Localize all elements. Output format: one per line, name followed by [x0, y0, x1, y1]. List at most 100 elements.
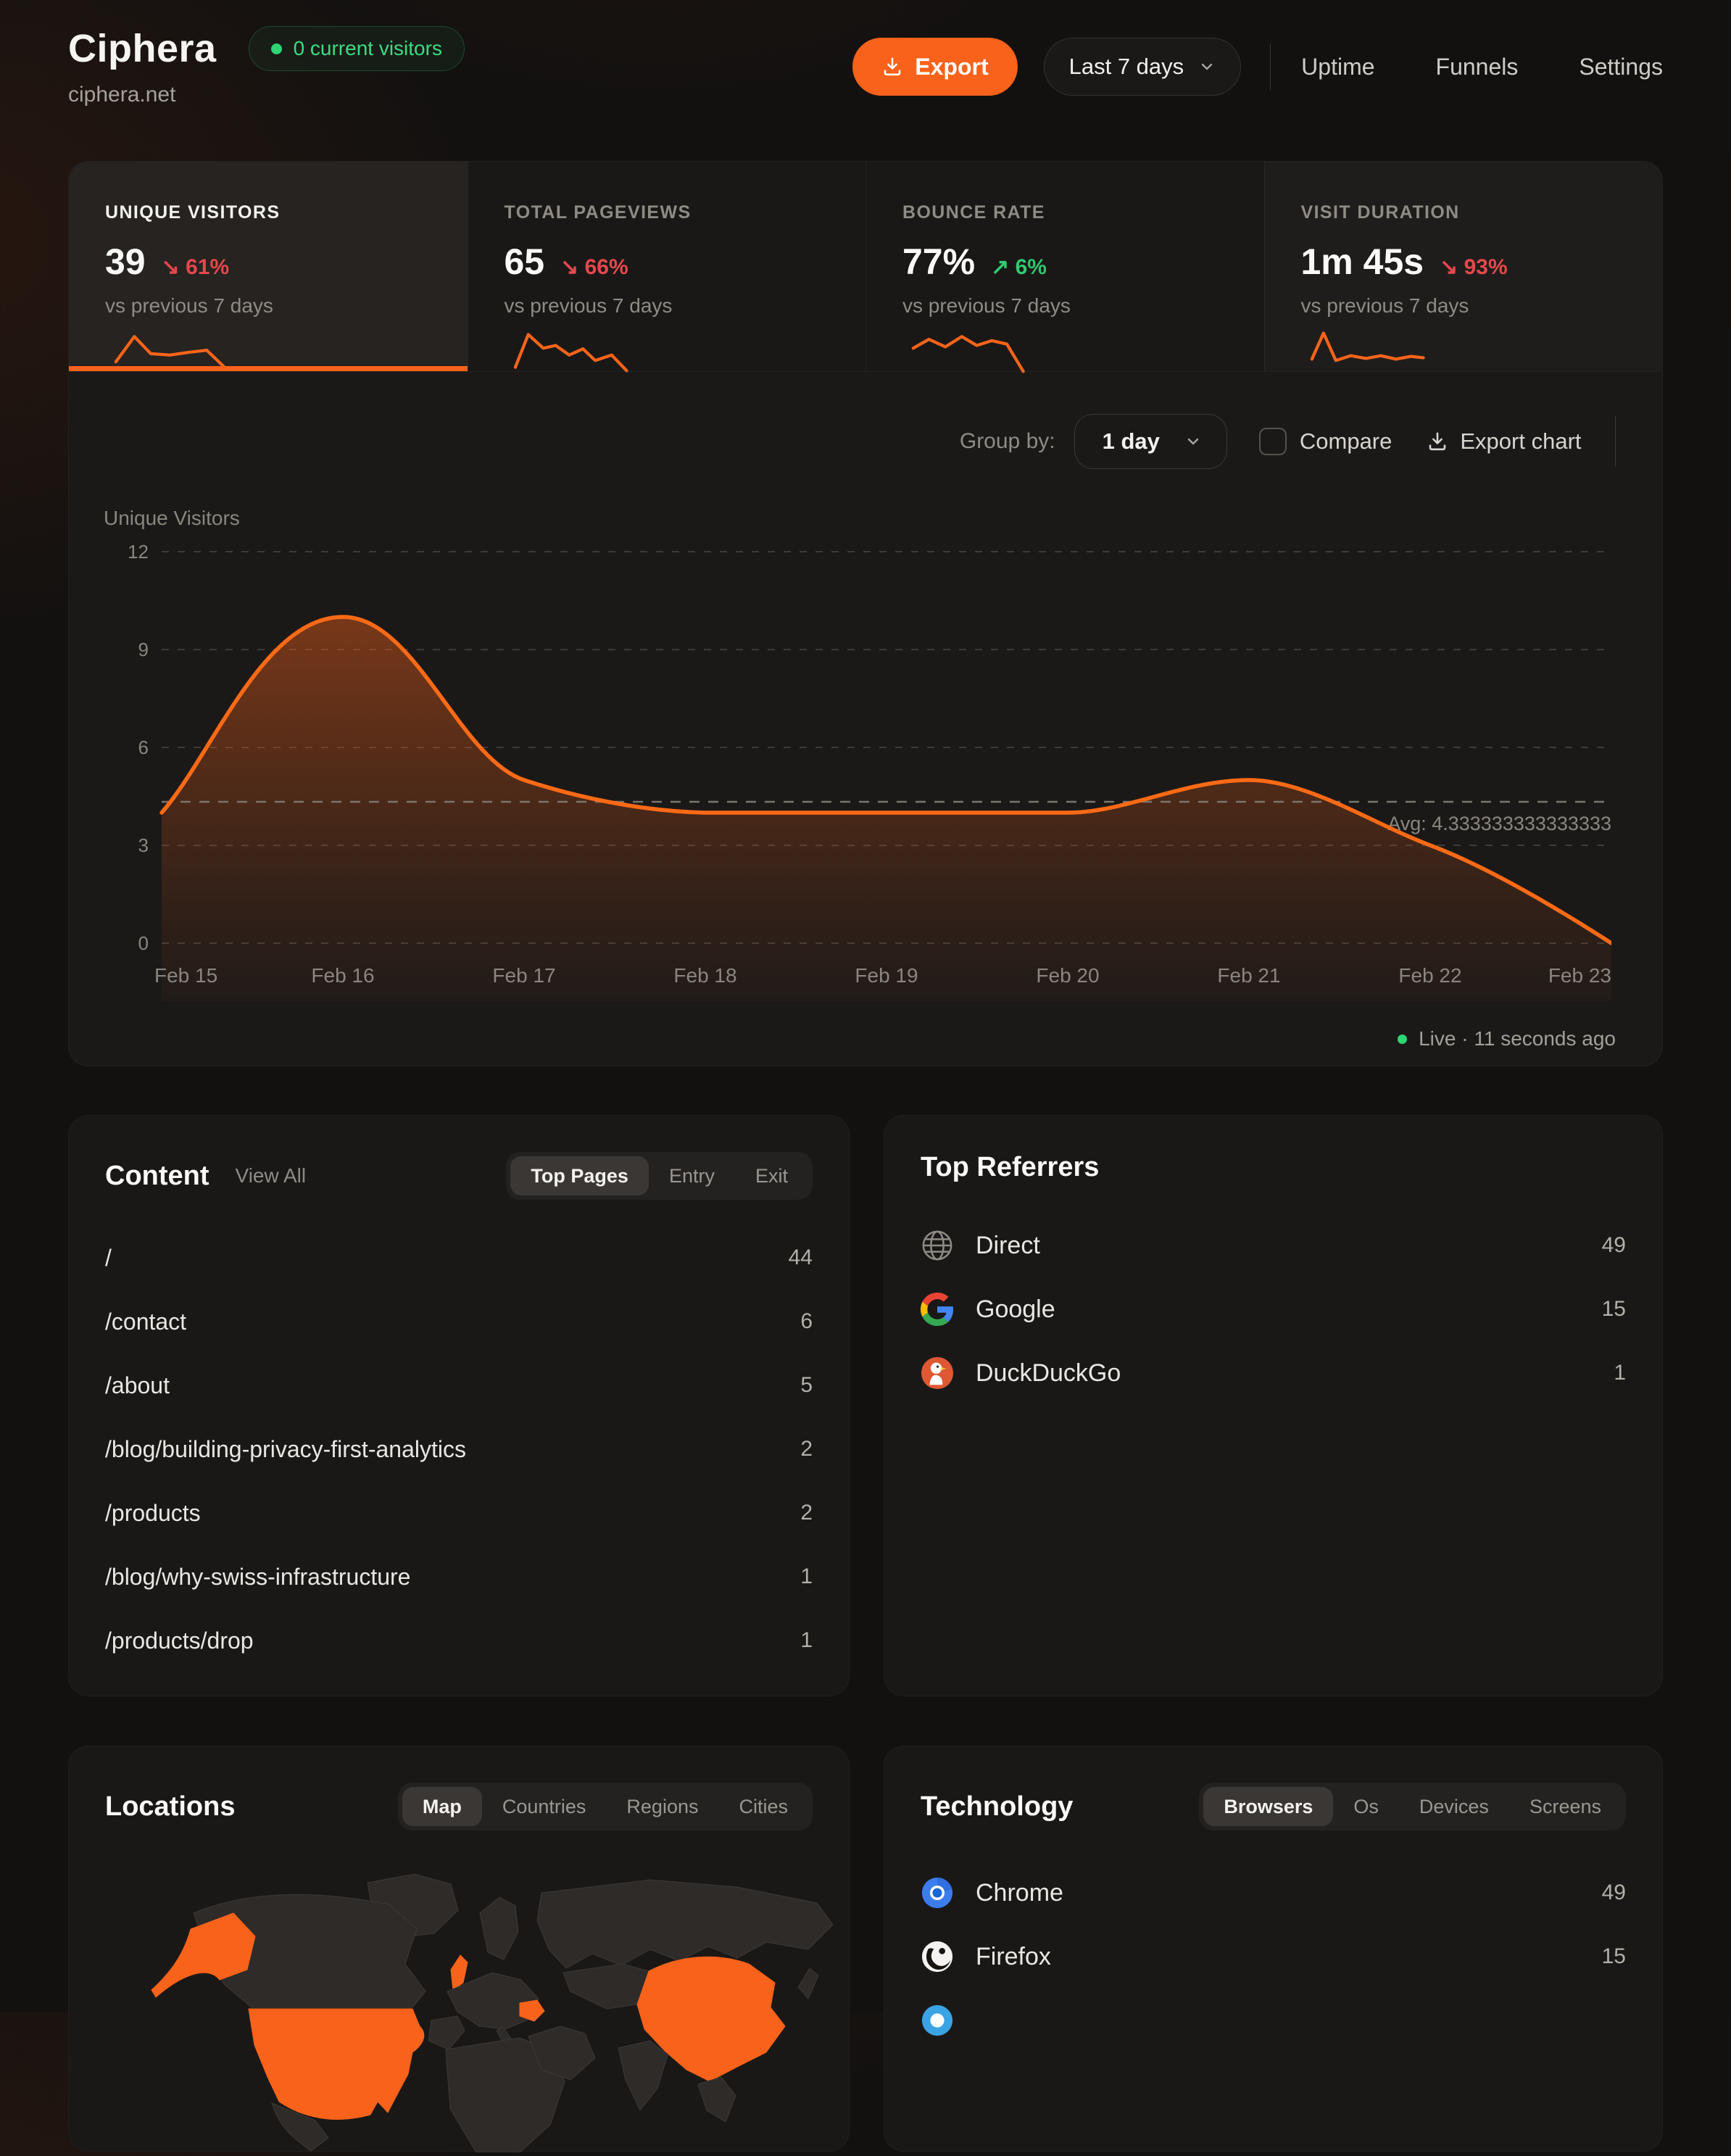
- xtick: Feb 21: [1217, 964, 1280, 987]
- xtick: Feb 16: [311, 964, 374, 987]
- export-button[interactable]: Export: [852, 38, 1018, 96]
- content-title: Content: [105, 1160, 209, 1191]
- content-row[interactable]: /products/drop 1: [105, 1627, 813, 1654]
- content-row[interactable]: /blog/why-swiss-infrastructure 1: [105, 1563, 813, 1590]
- duckduckgo-icon: [921, 1356, 954, 1390]
- browser-row-partial[interactable]: [921, 1989, 1626, 2052]
- chrome-icon: [921, 1877, 953, 1909]
- tab-top-pages[interactable]: Top Pages: [510, 1156, 649, 1195]
- referrer-row[interactable]: Direct 49: [921, 1214, 1626, 1277]
- nav-uptime[interactable]: Uptime: [1301, 53, 1375, 80]
- technology-tabs: Browsers Os Devices Screens: [1199, 1783, 1626, 1830]
- chart-area-fill: [162, 617, 1611, 1001]
- firefox-icon: [921, 1941, 953, 1973]
- world-map[interactable]: [85, 1862, 834, 2153]
- xtick: Feb 15: [154, 964, 217, 987]
- ytick: 3: [138, 834, 149, 856]
- header: Ciphera 0 current visitors ciphera.net E…: [68, 26, 1663, 107]
- xtick: Feb 22: [1398, 964, 1461, 987]
- referrers-title: Top Referrers: [921, 1152, 1100, 1182]
- nav-settings[interactable]: Settings: [1579, 53, 1663, 80]
- tab-exit[interactable]: Exit: [755, 1164, 788, 1187]
- ytick: 9: [138, 639, 149, 660]
- stat-value: 39: [105, 241, 146, 282]
- date-range-select[interactable]: Last 7 days: [1043, 38, 1242, 96]
- current-visitors-label: 0 current visitors: [293, 37, 442, 59]
- page-title: Ciphera: [68, 27, 217, 70]
- sparkline-bounce-rate: [911, 335, 1025, 373]
- xtick: Feb 17: [492, 964, 555, 987]
- stat-delta: ↘ 66%: [560, 255, 628, 279]
- browser-row[interactable]: Chrome 49: [921, 1861, 1626, 1925]
- tab-devices[interactable]: Devices: [1419, 1795, 1489, 1817]
- green-dot-icon: [270, 43, 282, 54]
- stat-delta: ↘ 93%: [1440, 255, 1508, 279]
- tab-regions[interactable]: Regions: [626, 1795, 699, 1817]
- xtick: Feb 20: [1036, 964, 1099, 987]
- tab-screens[interactable]: Screens: [1529, 1795, 1601, 1817]
- tab-cities[interactable]: Cities: [739, 1795, 788, 1817]
- technology-panel: Technology Browsers Os Devices Screens C…: [884, 1746, 1663, 2152]
- chart-line: [159, 615, 1611, 945]
- content-row[interactable]: /about 5: [105, 1372, 813, 1398]
- stat-value: 65: [504, 241, 545, 282]
- tab-map[interactable]: Map: [402, 1787, 482, 1826]
- view-all-link[interactable]: View All: [235, 1164, 307, 1187]
- header-divider: [1270, 43, 1271, 90]
- stat-total-pageviews[interactable]: TOTAL PAGEVIEWS 65 ↘ 66% vs previous 7 d…: [467, 162, 866, 373]
- stat-delta: ↗ 6%: [991, 255, 1047, 279]
- controls-divider: [1614, 416, 1616, 467]
- chart-axis-title: Unique Visitors: [104, 507, 240, 529]
- tab-browsers[interactable]: Browsers: [1203, 1787, 1334, 1826]
- content-row[interactable]: /products 2: [105, 1499, 813, 1526]
- chevron-down-icon: [1201, 63, 1213, 70]
- xtick: Feb 18: [673, 964, 736, 987]
- stat-bounce-rate[interactable]: BOUNCE RATE 77% ↗ 6% vs previous 7 days: [866, 162, 1264, 373]
- referrer-row[interactable]: Google 15: [921, 1277, 1626, 1341]
- nav-funnels[interactable]: Funnels: [1435, 53, 1519, 80]
- top-referrers-panel: Top Referrers Direct 49 Google 15 DuckDu…: [884, 1115, 1663, 1696]
- tab-entry[interactable]: Entry: [668, 1164, 715, 1187]
- browser-row[interactable]: Firefox 15: [921, 1925, 1626, 1989]
- export-chart-button[interactable]: Export chart: [1427, 428, 1582, 455]
- current-visitors-badge: 0 current visitors: [248, 26, 465, 71]
- content-row[interactable]: /contact 6: [105, 1308, 813, 1335]
- group-by-label: Group by:: [959, 429, 1055, 453]
- visitors-area-chart[interactable]: 12 9 6 3 0 Avg: 4.333333333333333 Feb 15…: [104, 537, 1611, 1001]
- xtick: Feb 19: [855, 964, 918, 987]
- analytics-card: UNIQUE VISITORS 39 ↘ 61% vs previous 7 d…: [68, 161, 1663, 1066]
- chevron-down-icon: [1187, 438, 1199, 445]
- locations-panel: Locations Map Countries Regions Cities: [68, 1746, 850, 2153]
- stat-visit-duration[interactable]: VISIT DURATION 1m 45s ↘ 93% vs previous …: [1263, 162, 1662, 371]
- live-status: Live · 11 seconds ago: [1398, 1027, 1616, 1050]
- ytick: 0: [138, 932, 149, 954]
- compare-checkbox[interactable]: [1258, 428, 1287, 455]
- ytick: 12: [128, 541, 149, 563]
- browser-icon: [921, 2004, 953, 2036]
- stat-value: 77%: [902, 241, 976, 282]
- tab-countries[interactable]: Countries: [502, 1795, 586, 1817]
- download-icon: [884, 57, 901, 76]
- stat-delta: ↘ 61%: [161, 255, 230, 279]
- locations-tabs: Map Countries Regions Cities: [397, 1783, 813, 1830]
- locations-title: Locations: [105, 1791, 236, 1822]
- content-row[interactable]: /44: [105, 1244, 813, 1271]
- sparkline-visit-duration: [1310, 331, 1425, 362]
- content-row[interactable]: /blog/building-privacy-first-analytics 2: [105, 1435, 813, 1462]
- avg-label: Avg: 4.333333333333333: [1387, 813, 1611, 834]
- stat-value: 1m 45s: [1300, 241, 1424, 282]
- technology-title: Technology: [921, 1791, 1074, 1822]
- sparkline-total-pageviews: [513, 333, 628, 373]
- download-icon: [1429, 432, 1446, 451]
- google-icon: [921, 1293, 954, 1326]
- group-by-select[interactable]: 1 day: [1074, 414, 1227, 469]
- globe-icon: [922, 1230, 952, 1261]
- stats-row: UNIQUE VISITORS 39 ↘ 61% vs previous 7 d…: [69, 162, 1662, 373]
- chart-zone: Group by: 1 day Compare Export chart Uni…: [69, 372, 1662, 1066]
- live-dot-icon: [1398, 1034, 1408, 1044]
- tab-os[interactable]: Os: [1353, 1795, 1379, 1817]
- site-domain: ciphera.net: [68, 83, 176, 107]
- referrer-row[interactable]: DuckDuckGo 1: [921, 1341, 1626, 1405]
- stat-unique-visitors[interactable]: UNIQUE VISITORS 39 ↘ 61% vs previous 7 d…: [69, 162, 468, 371]
- xtick: Feb 23: [1548, 964, 1611, 987]
